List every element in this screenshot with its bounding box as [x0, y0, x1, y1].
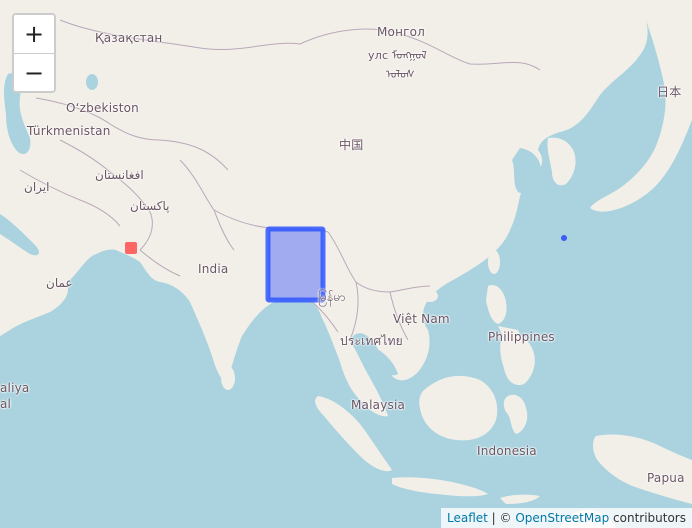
label-indonesia: Indonesia — [477, 444, 537, 458]
label-pakistan: پاکستان — [130, 199, 170, 213]
landmass-philippines — [486, 284, 507, 324]
label-kazakhstan: Қазақстан — [95, 31, 163, 45]
landmass-eurasia — [0, 0, 648, 417]
label-papua: Papua — [647, 471, 685, 485]
aral-sea — [86, 74, 98, 90]
dot-marker[interactable] — [561, 235, 567, 241]
gulf-thailand — [372, 346, 398, 376]
landmass-borneo — [419, 375, 498, 441]
label-mongolia-1: Монгол — [377, 25, 426, 39]
landmass-newguinea — [593, 434, 692, 504]
attribution-contributors: contributors — [609, 511, 686, 525]
landmass-malaya — [346, 340, 388, 417]
label-oman: عمان — [46, 276, 73, 290]
label-mongolia-2: улс ᠮᠣᠩᠭᠣᠯ — [368, 49, 427, 62]
landmass-sulawesi — [503, 394, 528, 434]
yellow-sea — [512, 148, 541, 194]
landmass-arabia — [0, 248, 69, 336]
landmass-japan — [590, 0, 692, 212]
landmass-philippines-mid — [498, 326, 524, 344]
landmass-philippines-south — [500, 332, 535, 386]
zoom-in-button[interactable]: + — [14, 15, 54, 53]
landmass-hokkaido — [660, 0, 692, 40]
leaflet-link[interactable]: Leaflet — [447, 511, 488, 525]
landmass-timor — [500, 494, 540, 504]
landmass-korea — [547, 137, 576, 186]
label-malaysia: Malaysia — [351, 398, 406, 412]
borders — [19, 19, 541, 341]
label-turkmenistan: Türkmenistan — [27, 124, 111, 138]
label-edge-1: aliya — [0, 381, 30, 395]
label-india: India — [198, 262, 229, 276]
landmass-java — [392, 477, 488, 497]
label-myanmar: မြန်မာ — [318, 290, 346, 304]
label-iran: ایران — [24, 180, 50, 194]
label-thailand: ประเทศไทย — [340, 334, 403, 348]
label-mongolia-3: ᠤᠯᠤᠰ — [386, 68, 415, 81]
label-edge-2: al — [0, 397, 12, 411]
label-vietnam: Việt Nam — [393, 312, 450, 326]
highlight-rectangle[interactable] — [265, 226, 326, 303]
zoom-control: + − — [12, 13, 56, 93]
label-uzbekistan: O‘zbekiston — [66, 101, 139, 115]
landmass-taiwan — [488, 250, 500, 274]
label-philippines: Philippines — [488, 330, 555, 344]
label-japan: 日本 — [657, 85, 682, 99]
label-afghanistan: افغانستان — [95, 168, 144, 182]
persian-gulf — [0, 214, 39, 256]
landmass-sumatra — [315, 396, 392, 472]
zoom-out-button[interactable]: − — [14, 53, 54, 91]
landmass-hainan — [422, 290, 438, 302]
label-china: 中国 — [339, 138, 364, 152]
square-marker[interactable] — [125, 242, 137, 254]
attribution: Leaflet | © OpenStreetMap contributors — [441, 508, 692, 528]
caspian-sea — [4, 73, 31, 155]
attribution-separator: | © — [487, 511, 516, 525]
landmass-srilanka — [221, 366, 235, 390]
osm-link[interactable]: OpenStreetMap — [515, 511, 610, 525]
